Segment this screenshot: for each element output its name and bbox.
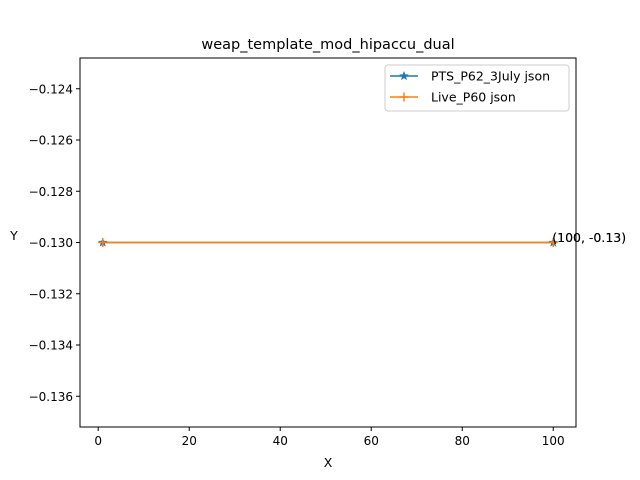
x-tick-label: 60 xyxy=(364,434,379,448)
plus-marker-1 xyxy=(548,238,558,247)
y-axis-label: Y xyxy=(9,228,18,243)
x-tick-label: 40 xyxy=(273,434,288,448)
chart-title: weap_template_mod_hipaccu_dual xyxy=(201,37,454,53)
x-tick-label: 100 xyxy=(542,434,565,448)
annotation-label-1: (100, -0.13) xyxy=(552,230,626,245)
y-tick-label: −0.132 xyxy=(29,287,73,301)
series-layer xyxy=(97,237,559,247)
y-tick-label: −0.134 xyxy=(29,339,73,353)
legend-entry-0: PTS_P62_3July json xyxy=(390,69,550,84)
legend-box xyxy=(384,64,570,112)
series-1 xyxy=(98,238,558,247)
annotation-label-0: (100, -0.13) xyxy=(552,230,626,245)
y-axis: −0.136 −0.134 −0.132 −0.130 −0.128 −0.126 −0.1… xyxy=(29,82,80,404)
x-tick-label: 80 xyxy=(455,434,470,448)
y-tick-label: −0.126 xyxy=(29,134,73,148)
legend-entry-1: Live_P60 json xyxy=(390,90,516,105)
y-tick-label: −0.124 xyxy=(29,82,73,96)
legend-label-1: Live_P60 json xyxy=(431,90,516,105)
legend: PTS_P62_3July json Live_P60 json xyxy=(384,64,570,112)
x-axis: 0 20 40 60 80 100 xyxy=(94,427,565,448)
star-marker-0 xyxy=(399,70,409,81)
x-axis-label: X xyxy=(324,455,333,470)
plus-marker-1 xyxy=(399,92,409,102)
legend-label-0: PTS_P62_3July json xyxy=(431,69,550,84)
y-tick-label: −0.128 xyxy=(29,185,73,199)
plus-marker-0 xyxy=(98,238,108,247)
x-tick-label: 20 xyxy=(182,434,197,448)
y-tick-label: −0.130 xyxy=(29,236,73,250)
annotation-layer: (100, -0.13)(100, -0.13) xyxy=(552,230,626,245)
x-tick-label: 0 xyxy=(94,434,102,448)
y-tick-label: −0.136 xyxy=(29,390,73,404)
